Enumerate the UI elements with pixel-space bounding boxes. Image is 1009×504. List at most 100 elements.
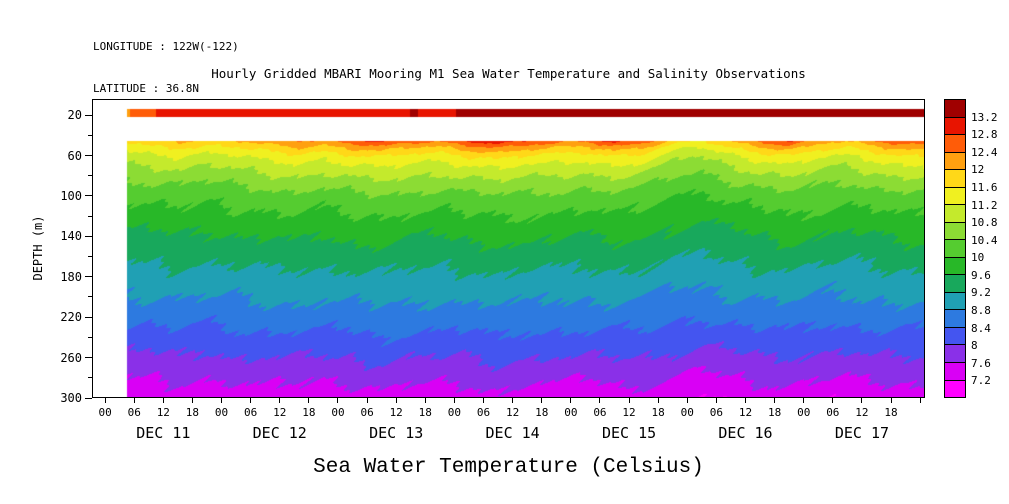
colorbar — [944, 99, 966, 398]
x-tick — [919, 398, 921, 403]
colorbar-label: 9.6 — [971, 268, 991, 282]
colorbar-swatch — [945, 239, 965, 257]
x-tick-label: 00 — [214, 406, 229, 419]
y-tick — [85, 276, 92, 278]
colorbar-label: 10.4 — [971, 233, 998, 247]
x-tick-label: 18 — [185, 406, 200, 419]
x-tick-label: 18 — [651, 406, 665, 419]
y-tick — [88, 175, 92, 177]
x-tick — [279, 398, 281, 403]
y-tick-label: 100 — [60, 188, 82, 203]
y-tick — [88, 134, 92, 136]
x-tick-label: 12 — [738, 406, 753, 419]
longitude-label: LONGITUDE : 122W(-122) — [93, 40, 239, 53]
x-tick — [162, 398, 164, 403]
colorbar-swatch — [945, 221, 965, 240]
x-tick — [512, 398, 514, 403]
y-axis-label: DEPTH (m) — [31, 215, 45, 281]
x-tick-label: 00 — [447, 406, 462, 419]
x-tick — [104, 398, 106, 403]
day-label: DEC 17 — [834, 424, 890, 442]
x-tick — [715, 398, 717, 403]
x-tick — [308, 398, 310, 403]
colorbar-swatch — [945, 100, 965, 117]
x-tick — [541, 398, 543, 403]
x-tick — [628, 398, 630, 403]
colorbar-label: 12.8 — [971, 128, 998, 142]
colorbar-label: 12 — [971, 163, 985, 177]
y-tick — [85, 357, 92, 359]
colorbar-swatch — [945, 134, 965, 152]
x-tick — [424, 398, 426, 403]
x-tick-label: 18 — [884, 406, 898, 419]
x-tick-label: 12 — [389, 406, 403, 419]
x-tick — [832, 398, 834, 403]
colorbar-label: 7.6 — [971, 356, 991, 370]
x-tick-label: 06 — [709, 406, 723, 419]
y-tick — [88, 336, 92, 338]
x-tick — [453, 398, 455, 403]
day-label: DEC 15 — [601, 424, 657, 442]
x-tick — [686, 398, 688, 403]
colorbar-swatch — [945, 309, 965, 327]
colorbar-swatch — [945, 274, 965, 292]
x-tick-label: 12 — [622, 406, 636, 419]
x-tick-label: 00 — [680, 406, 694, 419]
y-tick — [85, 155, 92, 157]
heatmap-canvas — [92, 99, 925, 398]
day-label: DEC 11 — [136, 424, 191, 442]
colorbar-swatch — [945, 291, 965, 310]
x-tick — [133, 398, 135, 403]
x-tick-label: 12 — [855, 406, 869, 419]
x-tick — [221, 398, 223, 403]
y-tick — [88, 377, 92, 379]
day-label: DEC 13 — [369, 424, 424, 442]
latitude-label: LATITUDE : 36.8N — [93, 82, 199, 95]
x-tick — [483, 398, 484, 403]
y-tick-label: 180 — [60, 269, 82, 284]
day-label: DEC 14 — [485, 424, 540, 442]
y-tick — [85, 195, 92, 197]
y-tick-label: 220 — [60, 310, 82, 325]
x-tick-label: 12 — [156, 406, 170, 419]
colorbar-swatch — [945, 256, 965, 275]
caption: Sea Water Temperature (Celsius) — [313, 456, 704, 479]
day-label: DEC 12 — [252, 424, 307, 442]
colorbar-label: 12.4 — [971, 145, 998, 159]
x-tick-label: 18 — [302, 406, 316, 419]
x-tick-label: 18 — [767, 406, 782, 419]
y-tick — [85, 235, 92, 237]
x-tick — [861, 398, 863, 403]
colorbar-label: 11.6 — [971, 180, 998, 194]
y-tick-label: 60 — [67, 148, 82, 163]
colorbar-swatch — [945, 379, 965, 398]
x-tick-label: 00 — [331, 406, 345, 419]
y-tick — [88, 215, 92, 217]
colorbar-swatch — [945, 116, 965, 135]
day-label: DEC 16 — [718, 424, 773, 442]
y-tick-label: 20 — [67, 108, 82, 123]
x-tick — [337, 398, 339, 403]
x-tick-label: 06 — [593, 406, 607, 419]
y-tick — [85, 316, 92, 318]
colorbar-label: 13.2 — [971, 110, 998, 124]
x-tick-label: 12 — [505, 406, 520, 419]
colorbar-swatch — [945, 344, 965, 362]
y-tick — [88, 296, 92, 298]
x-tick — [890, 398, 892, 403]
y-tick-label: 300 — [60, 391, 82, 405]
colorbar-label: 10.8 — [971, 216, 998, 230]
x-tick — [774, 398, 776, 403]
colorbar-swatch — [945, 204, 965, 222]
chart-title: Hourly Gridded MBARI Mooring M1 Sea Wate… — [211, 66, 806, 81]
colorbar-swatch — [945, 151, 965, 170]
x-tick-label: 06 — [244, 406, 258, 419]
colorbar-label: 11.2 — [971, 198, 998, 212]
colorbar-label: 9.2 — [971, 286, 991, 300]
x-tick — [803, 398, 805, 403]
x-tick — [599, 398, 601, 403]
colorbar-label: 8 — [971, 339, 978, 353]
colorbar-swatch — [945, 326, 965, 345]
x-tick — [250, 398, 252, 403]
